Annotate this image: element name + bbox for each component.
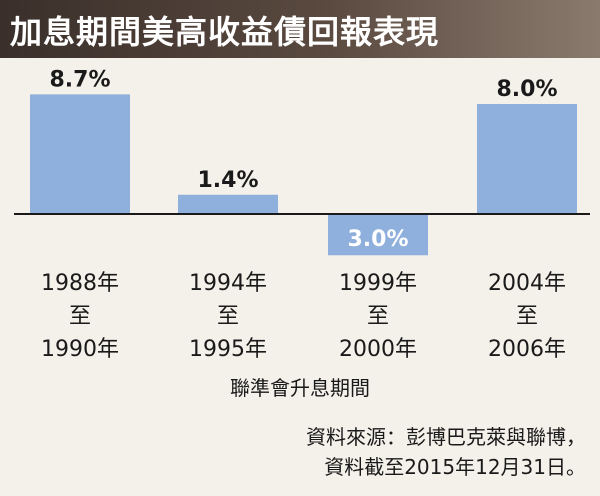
category-label-4-line-2: 至: [516, 304, 538, 329]
category-label-3-line-3: 2000年: [339, 337, 417, 362]
category-label-1-line-2: 至: [69, 304, 91, 329]
data-label-2: 1.4%: [197, 168, 258, 193]
source-line-2: 資料截至2015年12月31日。: [324, 455, 586, 479]
category-label-1-line-3: 1990年: [41, 337, 119, 362]
category-label-3-line-2: 至: [367, 304, 389, 329]
bar-4: [477, 104, 577, 214]
bar-1: [30, 94, 130, 214]
category-label-2-line-2: 至: [217, 304, 239, 329]
category-label-2-line-3: 1995年: [189, 337, 267, 362]
x-axis-title: 聯準會升息期間: [230, 376, 370, 400]
source-line-1: 資料來源：彭博巴克萊與聯博，: [306, 425, 586, 449]
data-label-4: 8.0%: [496, 77, 557, 102]
bar-2: [178, 194, 278, 214]
category-label-4-line-3: 2006年: [488, 337, 566, 362]
chart-title: 加息期間美高收益債回報表現: [10, 13, 440, 51]
data-label-1: 8.7%: [49, 67, 110, 92]
category-label-1-line-1: 1988年: [41, 271, 119, 296]
category-label-3-line-1: 1999年: [339, 271, 417, 296]
data-label-3: 3.0%: [347, 227, 408, 252]
source-note: 資料來源：彭博巴克萊與聯博， 資料截至2015年12月31日。: [306, 422, 586, 482]
bar-3: [328, 214, 428, 256]
title-bar: 加息期間美高收益債回報表現: [0, 0, 600, 58]
category-label-2-line-1: 1994年: [189, 271, 267, 296]
category-label-4-line-1: 2004年: [488, 271, 566, 296]
